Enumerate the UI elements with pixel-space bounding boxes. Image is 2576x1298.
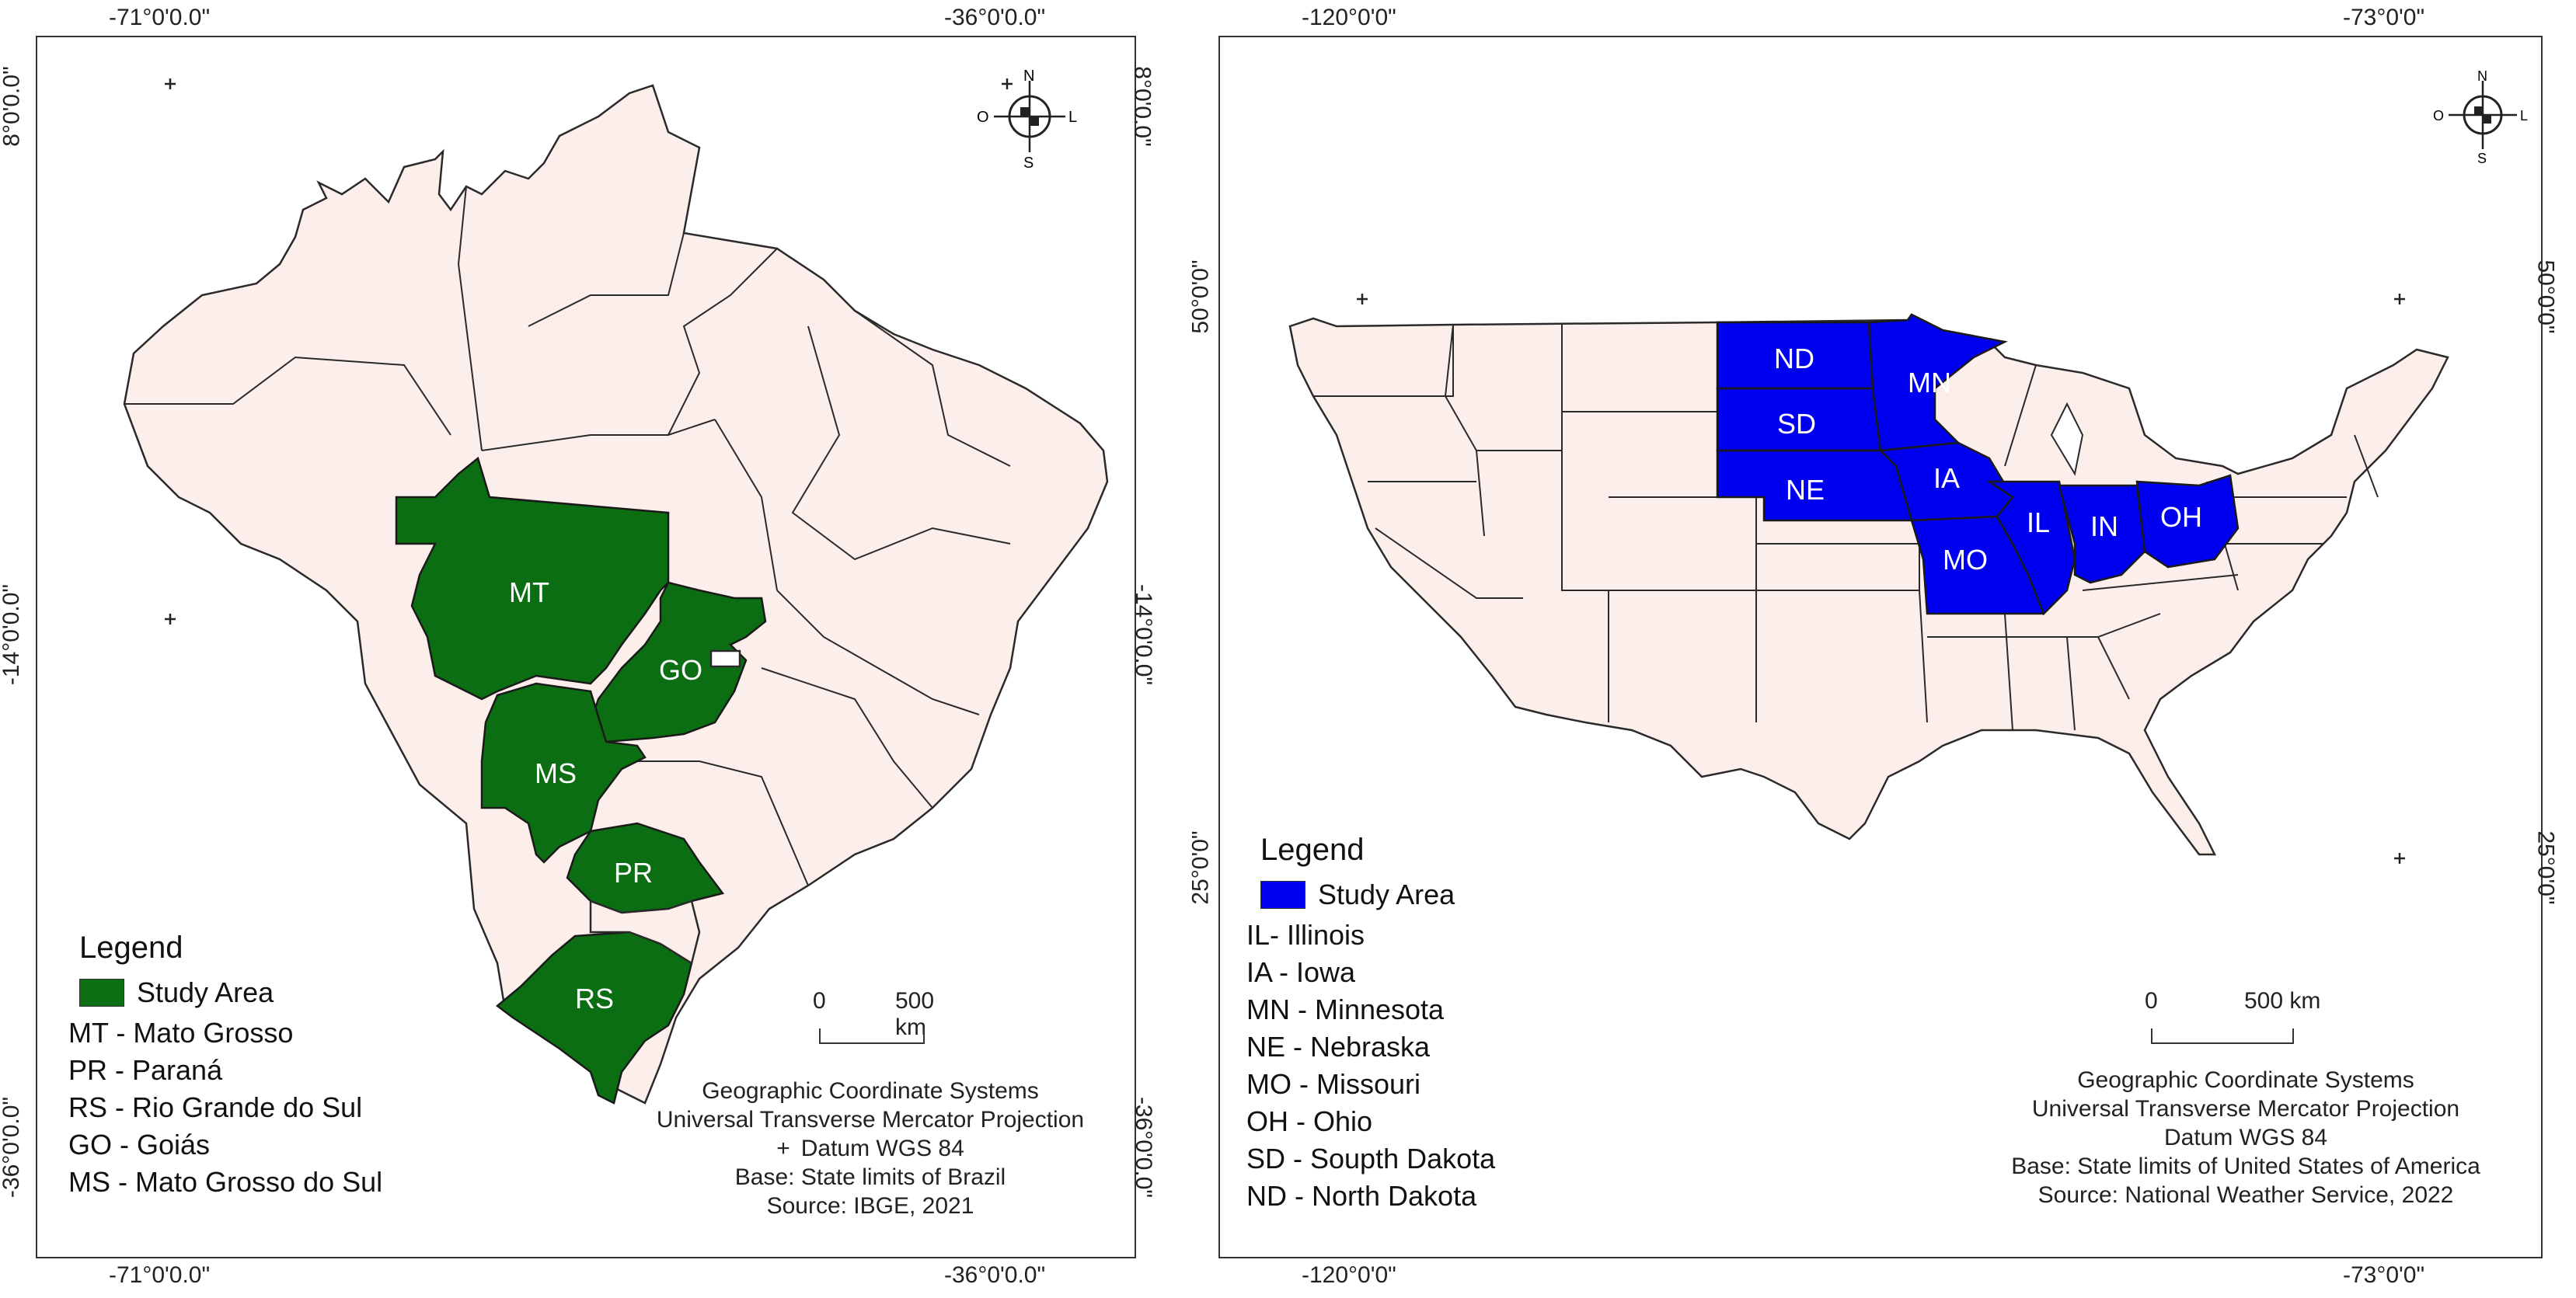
usa-lat-lower-right: 25°0'0"	[2532, 830, 2559, 905]
usa-credit-line: Datum WGS 84	[2163, 1125, 2328, 1150]
usa-legend-item: OH - Ohio	[1246, 1105, 1373, 1137]
brazil-legend: Legend Study Area MT - Mato Grosso PR - …	[68, 929, 382, 1201]
usa-scale-line	[2151, 1028, 2294, 1044]
brazil-legend-title: Legend	[79, 931, 183, 965]
usa-legend-item: MN - Minnesota	[1246, 994, 1445, 1025]
brazil-legend-item: MT - Mato Grosso	[68, 1017, 294, 1049]
usa-lat-lower-left: 25°0'0"	[1187, 830, 1214, 905]
usa-bottom-lon-right: -73°0'0"	[2343, 1262, 2425, 1288]
brazil-scale-line	[819, 1028, 925, 1044]
brazil-compass-w: O	[977, 109, 989, 126]
brazil-map-svg: N S L O MT GO MS PR RS	[123, 68, 1109, 1105]
usa-legend-swatch	[1260, 881, 1305, 909]
brazil-credit-line: Source: IBGE, 2021	[766, 1193, 974, 1219]
brazil-legend-item: RS - Rio Grande do Sul	[68, 1091, 363, 1123]
usa-lat-upper-left: 50°0'0"	[1187, 259, 1214, 334]
brazil-credit-datum: Datum WGS 84	[800, 1136, 964, 1161]
usa-legend: Legend Study Area IL- Illinois IA - Iowa…	[1246, 831, 1495, 1215]
usa-scale-zero: 0	[2145, 988, 2158, 1014]
brazil-legend-item: PR - Paraná	[68, 1054, 223, 1086]
brazil-credit-line: + Datum WGS 84	[614, 1134, 1127, 1163]
usa-bottom-lon-left: -120°0'0"	[1302, 1262, 1396, 1288]
usa-legend-study-area: Study Area	[1260, 876, 1495, 913]
usa-legend-list: IL- Illinois IA - Iowa MN - Minnesota NE…	[1246, 917, 1495, 1215]
usa-scale-bar: 0 500 km	[2145, 988, 2331, 1050]
brazil-label-pr: PR	[614, 857, 653, 889]
usa-credit-line: Geographic Coordinate Systems	[2077, 1067, 2414, 1093]
brazil-df-district	[709, 649, 741, 668]
brazil-state-ms	[480, 682, 647, 864]
brazil-compass-icon: N S L O	[977, 68, 1077, 172]
brazil-label-mt: MT	[509, 576, 549, 608]
brazil-compass-e: L	[1068, 109, 1077, 126]
usa-legend-item: NE - Nebraska	[1246, 1031, 1431, 1063]
usa-lat-upper-right: 50°0'0"	[2532, 259, 2559, 334]
brazil-state-borders	[124, 186, 1011, 886]
usa-credit-line: Universal Transverse Mercator Projection	[2031, 1096, 2460, 1122]
brazil-legend-swatch	[79, 979, 124, 1007]
usa-credit-line: Base: State limits of United States of A…	[2011, 1154, 2480, 1179]
brazil-compass-s: S	[1023, 155, 1034, 172]
usa-legend-study-label: Study Area	[1318, 879, 1455, 910]
brazil-label-go: GO	[659, 654, 702, 686]
brazil-bottom-lon-left: -71°0'0.0"	[109, 1262, 211, 1288]
brazil-label-ms: MS	[535, 757, 577, 789]
brazil-credit-line: Base: State limits of Brazil	[734, 1164, 1006, 1190]
usa-legend-item: ND - North Dakota	[1246, 1180, 1477, 1212]
brazil-legend-list: MT - Mato Grosso PR - Paraná RS - Rio Gr…	[68, 1014, 382, 1201]
brazil-credit-line: Geographic Coordinate Systems	[702, 1078, 1039, 1104]
brazil-legend-item: MS - Mato Grosso do Sul	[68, 1166, 383, 1198]
brazil-legend-study-area: Study Area	[79, 974, 382, 1011]
brazil-credit-line: Universal Transverse Mercator Projection	[656, 1107, 1085, 1133]
brazil-state-mt	[395, 456, 670, 701]
brazil-state-go	[589, 581, 767, 743]
usa-legend-item: IA - Iowa	[1246, 956, 1356, 988]
usa-legend-title: Legend	[1260, 833, 1365, 867]
brazil-top-lon-left: -71°0'0.0"	[109, 5, 211, 30]
brazil-label-rs: RS	[575, 983, 614, 1014]
usa-legend-item: IL- Illinois	[1246, 919, 1365, 951]
brazil-bottom-lon-right: -36°0'0.0"	[944, 1262, 1046, 1288]
brazil-state-sc	[589, 900, 701, 965]
brazil-top-lon-right: -36°0'0.0"	[944, 5, 1046, 30]
cross-marker-icon: +	[776, 1136, 790, 1161]
usa-legend-item: SD - Soupth Dakota	[1246, 1143, 1496, 1174]
brazil-compass-n: N	[1023, 68, 1034, 85]
usa-credit-line: Source: National Weather Service, 2022	[2037, 1182, 2454, 1208]
brazil-scale-zero: 0	[813, 988, 826, 1014]
usa-credits: Geographic Coordinate Systems Universal …	[1958, 1066, 2533, 1209]
usa-scale-label: 500 km	[2244, 988, 2321, 1014]
usa-top-lon-left: -120°0'0"	[1302, 5, 1396, 30]
usa-legend-item: MO - Missouri	[1246, 1068, 1420, 1100]
brazil-credits: Geographic Coordinate Systems Universal …	[614, 1077, 1127, 1220]
brazil-legend-item: GO - Goiás	[68, 1129, 211, 1161]
brazil-scale-bar: 0 500 km	[808, 988, 964, 1050]
brazil-scale-label: 500 km	[895, 988, 935, 1040]
usa-top-lon-right: -73°0'0"	[2343, 5, 2425, 30]
brazil-legend-study-label: Study Area	[137, 976, 274, 1008]
